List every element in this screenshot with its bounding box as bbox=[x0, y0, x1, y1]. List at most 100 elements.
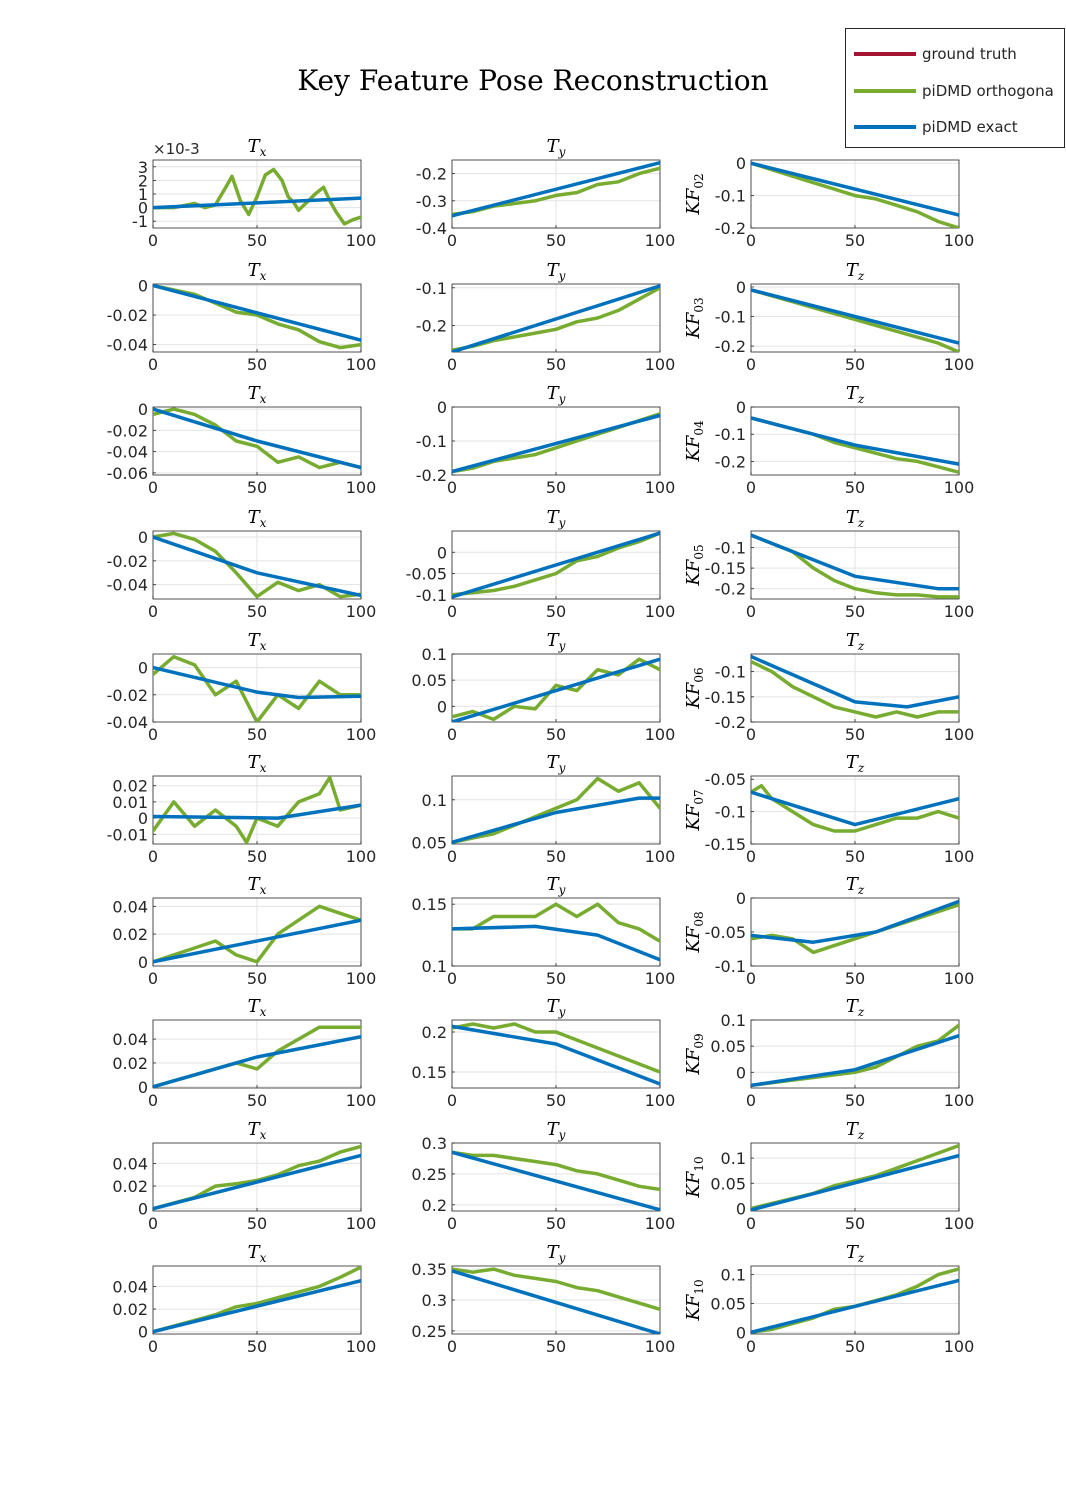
subplot: 0 50 100 -0.1 -0.05 0 Tz KF08 bbox=[683, 874, 974, 988]
x-tick-label: 100 bbox=[645, 969, 676, 988]
series-line-pidmd-exact bbox=[751, 288, 959, 345]
y-tick-label: 0 bbox=[138, 809, 148, 828]
subplot: 0 50 100 -0.04 -0.02 0 Tx bbox=[107, 260, 377, 374]
subplot: 0 50 100 -0.2 -0.1 0 KF02 bbox=[683, 154, 974, 250]
y-tick-label: -0.05 bbox=[705, 923, 746, 942]
series-line-pidmd-exact bbox=[153, 665, 361, 700]
x-tick-label: 0 bbox=[746, 231, 756, 250]
subplot: 0 50 100 0.05 0.1 Ty bbox=[411, 752, 675, 866]
x-tick-label: 50 bbox=[546, 602, 566, 621]
series-line-pidmd-exact bbox=[452, 531, 660, 599]
y-tick-label: 0.04 bbox=[112, 1154, 148, 1173]
subplot-title: Tx bbox=[248, 874, 267, 897]
x-tick-label: 50 bbox=[546, 1091, 566, 1110]
x-tick-label: 50 bbox=[247, 231, 267, 250]
x-tick-label: 0 bbox=[447, 355, 457, 374]
subplot: 0 50 100 0.1 0.15 Ty bbox=[411, 874, 675, 988]
subplot-title: Tz bbox=[846, 1242, 865, 1265]
x-tick-label: 50 bbox=[546, 231, 566, 250]
subplot: 0 50 100 0 0.05 0.1 Ty bbox=[411, 630, 675, 744]
subplot: 0 50 100 0 0.05 0.1 Tz KF09 bbox=[683, 996, 974, 1110]
y-tick-label: -0.3 bbox=[416, 192, 447, 211]
x-tick-label: 0 bbox=[746, 478, 756, 497]
series-line-pidmd-exact bbox=[452, 1269, 660, 1334]
subplot: 0 50 100 -0.2 -0.15 -0.1 Tz KF06 bbox=[683, 630, 974, 744]
legend-swatch bbox=[854, 89, 916, 93]
y-tick-label: -0.05 bbox=[705, 770, 746, 789]
series-line-pidmd-exact bbox=[452, 284, 660, 352]
y-axis-label: KF03 bbox=[683, 297, 706, 339]
legend-item-ground-truth: ground truth bbox=[854, 44, 1017, 64]
y-tick-label: -0.2 bbox=[715, 580, 746, 599]
y-tick-label: 0 bbox=[138, 659, 148, 678]
x-tick-label: 50 bbox=[247, 969, 267, 988]
y-tick-label: -0.1 bbox=[715, 803, 746, 822]
y-tick-label: 0.02 bbox=[112, 925, 148, 944]
y-tick-label: 0 bbox=[138, 1200, 148, 1219]
x-tick-label: 100 bbox=[944, 602, 975, 621]
series-line-pidmd-exact bbox=[153, 918, 361, 964]
subplot-title: Ty bbox=[547, 1242, 566, 1265]
y-tick-label: 0 bbox=[138, 1323, 148, 1342]
subplot: 0 50 100 -0.15 -0.1 -0.05 Tz KF07 bbox=[683, 752, 974, 866]
subplot-title: Tz bbox=[846, 996, 865, 1019]
series-line-pidmd-exact bbox=[452, 160, 660, 218]
subplot: 0 50 100 0.2 0.25 0.3 Ty bbox=[411, 1119, 675, 1233]
series-line-pidmd-exact bbox=[153, 407, 361, 470]
series-line-pidmd-exact bbox=[751, 899, 959, 944]
x-tick-label: 0 bbox=[148, 1091, 158, 1110]
x-tick-label: 50 bbox=[546, 725, 566, 744]
y-tick-label: -0.01 bbox=[107, 825, 148, 844]
series-line-pidmd-exact bbox=[153, 1034, 361, 1088]
x-tick-label: 50 bbox=[247, 602, 267, 621]
series-line-pidmd-exact bbox=[452, 657, 660, 722]
series-line-pidmd-exact bbox=[751, 790, 959, 827]
x-tick-label: 50 bbox=[845, 1091, 865, 1110]
x-tick-label: 100 bbox=[645, 355, 676, 374]
x-tick-label: 100 bbox=[645, 478, 676, 497]
subplot-title: Tx bbox=[248, 383, 267, 406]
subplot-title: Tx bbox=[248, 1119, 267, 1142]
y-tick-label: -0.4 bbox=[416, 219, 447, 238]
x-tick-label: 50 bbox=[247, 725, 267, 744]
y-tick-label: 0 bbox=[736, 154, 746, 173]
subplot-title: Ty bbox=[547, 752, 566, 775]
x-tick-label: 0 bbox=[148, 602, 158, 621]
y-tick-label: -0.2 bbox=[416, 466, 447, 485]
x-tick-label: 100 bbox=[346, 478, 377, 497]
series-line-pidmd-exact bbox=[153, 1278, 361, 1334]
y-tick-label: 0 bbox=[437, 543, 447, 562]
y-tick-label: 0.05 bbox=[710, 1294, 746, 1313]
x-tick-label: 100 bbox=[944, 847, 975, 866]
series-line-pidmd-orthogona bbox=[452, 776, 660, 844]
legend-label: ground truth bbox=[922, 45, 1017, 63]
y-axis-label: KF05 bbox=[683, 544, 706, 586]
subplot-title: Ty bbox=[547, 383, 566, 406]
subplot-title: Tx bbox=[248, 136, 267, 159]
y-tick-label: 0.02 bbox=[112, 777, 148, 796]
y-tick-label: 0.1 bbox=[721, 1266, 746, 1285]
x-tick-label: 100 bbox=[346, 1091, 377, 1110]
y-tick-label: 0.15 bbox=[411, 1063, 447, 1082]
y-tick-label: 0 bbox=[736, 278, 746, 297]
x-tick-label: 100 bbox=[645, 231, 676, 250]
series-line-pidmd-exact bbox=[452, 796, 660, 844]
series-line-pidmd-orthogona bbox=[751, 161, 959, 228]
x-tick-label: 100 bbox=[944, 231, 975, 250]
x-tick-label: 100 bbox=[346, 725, 377, 744]
y-tick-label: 0.04 bbox=[112, 897, 148, 916]
y-tick-label: 0 bbox=[736, 1063, 746, 1082]
x-tick-label: 0 bbox=[148, 1337, 158, 1356]
x-tick-label: 100 bbox=[944, 1091, 975, 1110]
subplot: 0 50 100 -0.2 -0.1 Ty bbox=[416, 260, 675, 374]
x-tick-label: 50 bbox=[845, 355, 865, 374]
subplot-title: Tx bbox=[248, 752, 267, 775]
figure-title: Key Feature Pose Reconstruction bbox=[297, 64, 768, 97]
x-tick-label: 50 bbox=[546, 847, 566, 866]
legend: ground truth piDMD orthogona piDMD exact bbox=[845, 28, 1065, 148]
